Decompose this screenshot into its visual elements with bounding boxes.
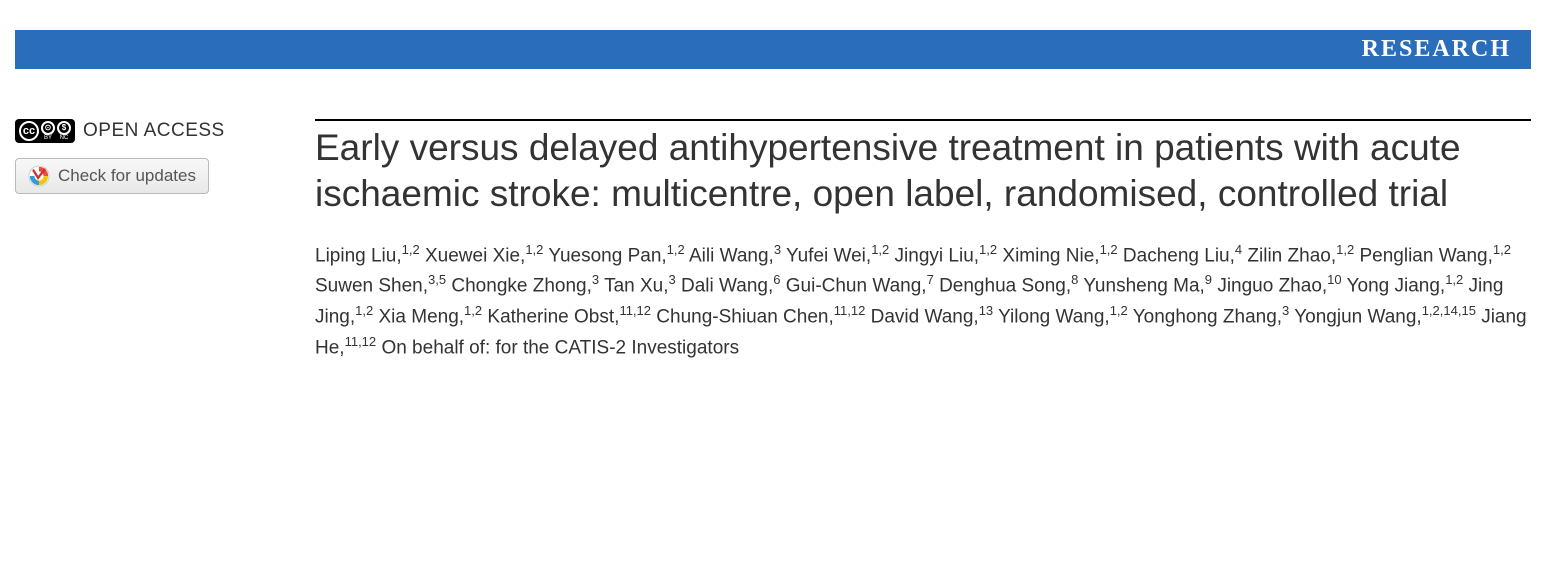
author-suffix: On behalf of: for the CATIS-2 Investigat… bbox=[381, 337, 739, 358]
author-affiliation: 1,2 bbox=[1493, 242, 1511, 257]
cc-license-icon: cc ⊙BY $NC bbox=[15, 119, 75, 143]
author-affiliation: 3 bbox=[1282, 303, 1289, 318]
author-name: Jingyi Liu, bbox=[895, 245, 980, 266]
author-affiliation: 3 bbox=[669, 272, 676, 287]
open-access-label: OPEN ACCESS bbox=[83, 120, 225, 142]
author-affiliation: 9 bbox=[1205, 272, 1212, 287]
author-affiliation: 8 bbox=[1071, 272, 1078, 287]
author-affiliation: 11,12 bbox=[619, 303, 651, 318]
check-updates-label: Check for updates bbox=[58, 166, 196, 186]
article-title: Early versus delayed antihypertensive tr… bbox=[315, 125, 1531, 218]
author-name: Katherine Obst, bbox=[487, 306, 619, 327]
author-affiliation: 1,2,14,15 bbox=[1422, 303, 1476, 318]
author-name: Gui-Chun Wang, bbox=[786, 276, 927, 297]
research-banner: RESEARCH bbox=[15, 30, 1531, 69]
author-affiliation: 3 bbox=[774, 242, 781, 257]
author-affiliation: 1,2 bbox=[464, 303, 482, 318]
author-name: Denghua Song, bbox=[939, 276, 1071, 297]
author-affiliation: 3 bbox=[592, 272, 599, 287]
author-affiliation: 1,2 bbox=[1336, 242, 1354, 257]
check-updates-button[interactable]: Check for updates bbox=[15, 158, 209, 194]
author-list: Liping Liu,1,2 Xuewei Xie,1,2 Yuesong Pa… bbox=[315, 240, 1531, 363]
banner-label: RESEARCH bbox=[1362, 36, 1511, 62]
author-name: Dali Wang, bbox=[681, 276, 773, 297]
author-name: Xia Meng, bbox=[379, 306, 465, 327]
left-sidebar: cc ⊙BY $NC OPEN ACCESS Check for updates bbox=[15, 119, 295, 363]
author-name: Liping Liu, bbox=[315, 245, 402, 266]
author-affiliation: 1,2 bbox=[979, 242, 997, 257]
author-name: Yuesong Pan, bbox=[548, 245, 666, 266]
crossmark-icon bbox=[28, 165, 50, 187]
author-name: Chongke Zhong, bbox=[451, 276, 592, 297]
author-affiliation: 10 bbox=[1327, 272, 1341, 287]
author-affiliation: 1,2 bbox=[1100, 242, 1118, 257]
author-affiliation: 1,2 bbox=[1445, 272, 1463, 287]
author-affiliation: 6 bbox=[773, 272, 780, 287]
author-affiliation: 4 bbox=[1235, 242, 1242, 257]
author-name: Yong Jiang, bbox=[1347, 276, 1446, 297]
author-affiliation: 13 bbox=[979, 303, 993, 318]
author-name: Ximing Nie, bbox=[1002, 245, 1099, 266]
author-name: Yufei Wei, bbox=[786, 245, 871, 266]
author-affiliation: 1,2 bbox=[1110, 303, 1128, 318]
author-affiliation: 1,2 bbox=[871, 242, 889, 257]
author-name: Chung-Shiuan Chen, bbox=[656, 306, 833, 327]
author-name: Yongjun Wang, bbox=[1294, 306, 1421, 327]
author-affiliation: 7 bbox=[927, 272, 934, 287]
author-affiliation: 1,2 bbox=[525, 242, 543, 257]
content-wrapper: cc ⊙BY $NC OPEN ACCESS Check for updates… bbox=[0, 69, 1546, 383]
author-affiliation: 11,12 bbox=[345, 334, 377, 349]
author-name: David Wang, bbox=[871, 306, 979, 327]
open-access-badge: cc ⊙BY $NC OPEN ACCESS bbox=[15, 119, 295, 143]
author-name: Aili Wang, bbox=[689, 245, 774, 266]
author-name: Jinguo Zhao, bbox=[1217, 276, 1327, 297]
author-name: Yonghong Zhang, bbox=[1133, 306, 1282, 327]
author-affiliation: 11,12 bbox=[834, 303, 866, 318]
author-name: Yunsheng Ma, bbox=[1083, 276, 1204, 297]
author-name: Tan Xu, bbox=[604, 276, 668, 297]
author-name: Zilin Zhao, bbox=[1247, 245, 1336, 266]
author-name: Suwen Shen, bbox=[315, 276, 428, 297]
article-main: Early versus delayed antihypertensive tr… bbox=[315, 119, 1531, 363]
author-name: Penglian Wang, bbox=[1359, 245, 1492, 266]
author-name: Dacheng Liu, bbox=[1123, 245, 1235, 266]
author-affiliation: 1,2 bbox=[667, 242, 685, 257]
author-affiliation: 1,2 bbox=[402, 242, 420, 257]
author-name: Yilong Wang, bbox=[998, 306, 1110, 327]
author-affiliation: 1,2 bbox=[355, 303, 373, 318]
author-name: Xuewei Xie, bbox=[425, 245, 525, 266]
author-affiliation: 3,5 bbox=[428, 272, 446, 287]
